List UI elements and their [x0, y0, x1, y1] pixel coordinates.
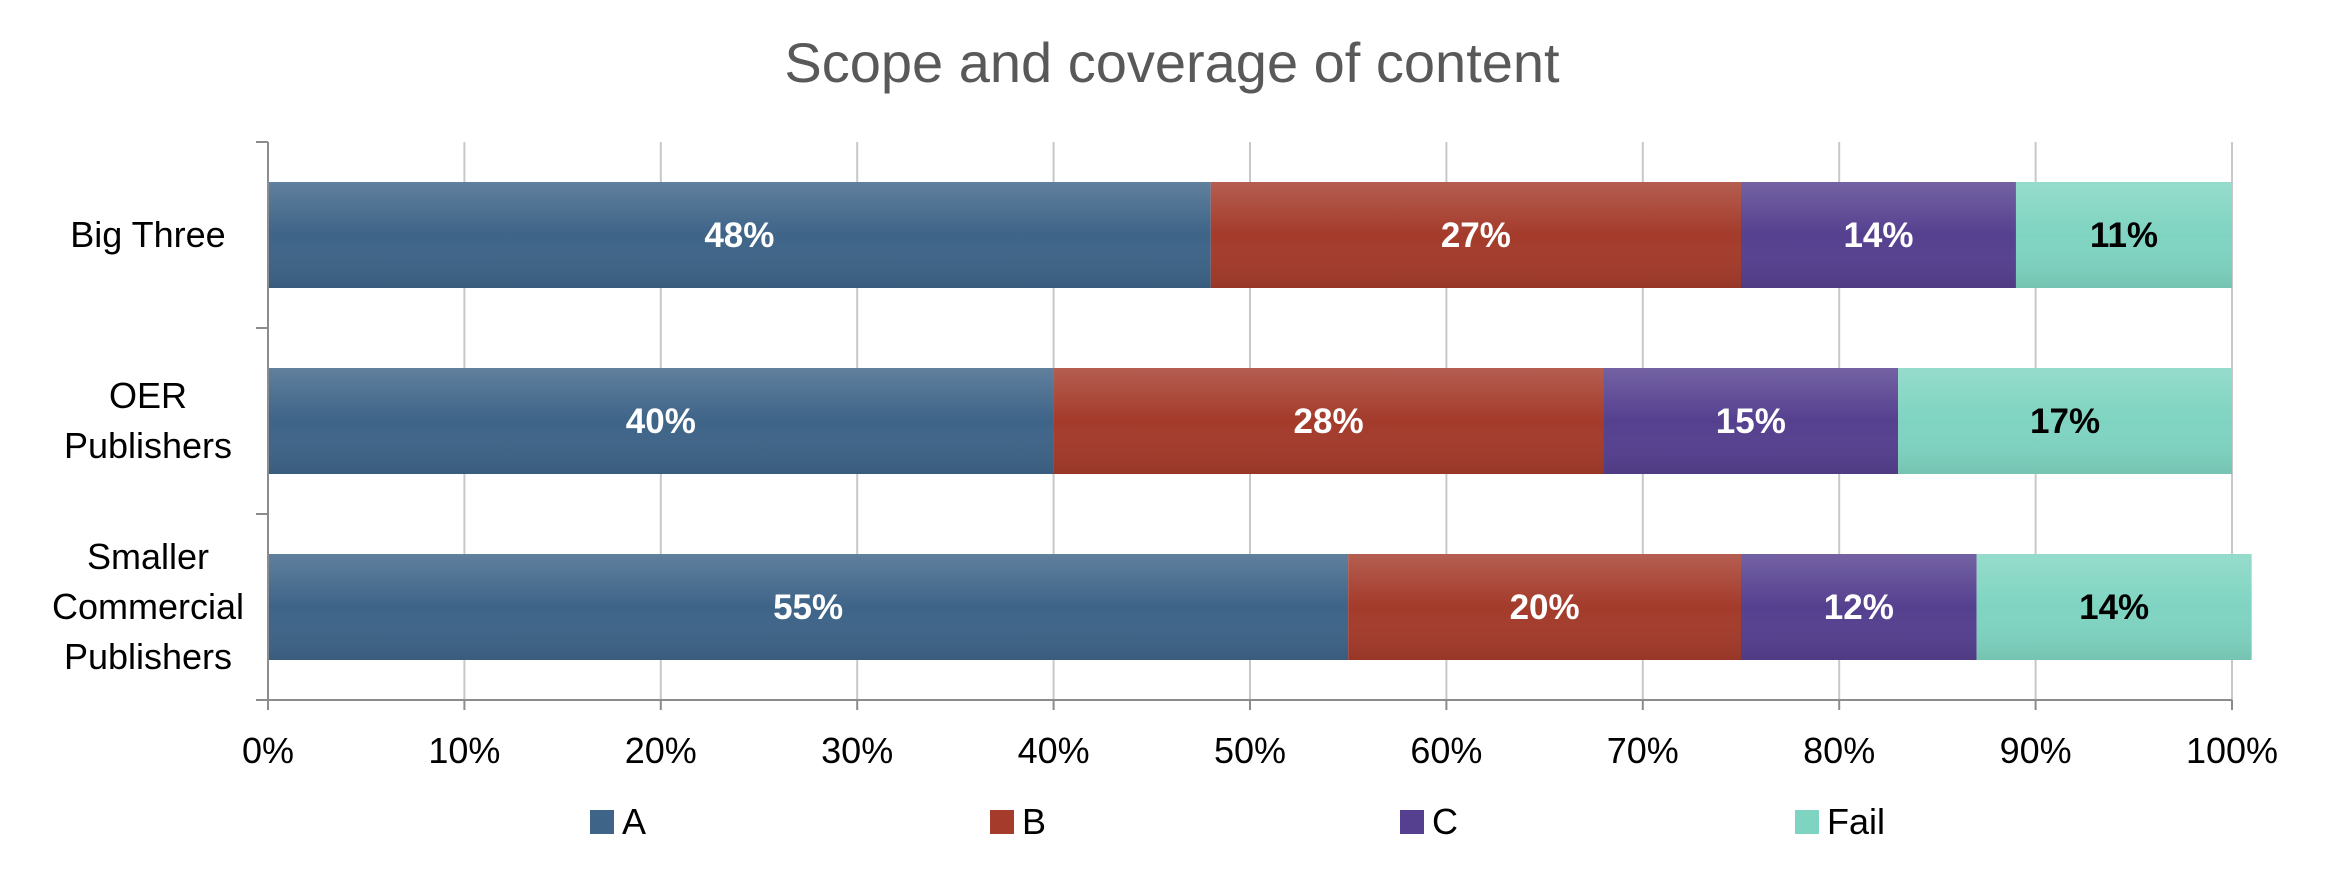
- data-label: 27%: [1441, 216, 1511, 255]
- legend-swatch-a: [590, 810, 614, 834]
- legend-swatch-c: [1400, 810, 1424, 834]
- data-label: 11%: [2090, 216, 2158, 255]
- category-label: Big Three: [70, 214, 225, 255]
- x-tick-label: 100%: [2186, 730, 2278, 771]
- legend-label: B: [1022, 801, 1046, 842]
- category-label-line: Publishers: [64, 636, 232, 677]
- chart-title: Scope and coverage of content: [784, 31, 1560, 94]
- bar-segment-shade: [1898, 368, 2232, 474]
- data-label: 48%: [704, 216, 774, 255]
- x-tick-label: 60%: [1410, 730, 1482, 771]
- x-tick-label: 70%: [1607, 730, 1679, 771]
- legend-label: C: [1432, 801, 1458, 842]
- x-tick-label: 80%: [1803, 730, 1875, 771]
- legend: A B C Fail: [590, 801, 1885, 842]
- category-label-line: Smaller: [87, 536, 209, 577]
- bar-segment-shade: [1210, 182, 1741, 288]
- axes: 0% 10% 20% 30% 40% 50% 60% 70% 80% 90% 100% Big Thr…: [52, 141, 2278, 771]
- legend-label: Fail: [1827, 801, 1885, 842]
- data-label: 17%: [2030, 402, 2100, 441]
- category-label: Smaller Commercial Publishers: [52, 536, 244, 677]
- bar-segment-shade: [268, 368, 1054, 474]
- data-label: 55%: [773, 588, 843, 627]
- bar-segment-shade: [1053, 368, 1604, 474]
- data-label: 28%: [1294, 402, 1364, 441]
- data-label: 14%: [2079, 588, 2149, 627]
- category-label-line: Commercial: [52, 586, 244, 627]
- bar-segment-shade: [1741, 554, 1977, 660]
- data-labels: 48% 27% 14% 11% 40% 28% 15% 17% 55% 20% 12% 14%: [626, 216, 2158, 627]
- category-label: OER Publishers: [64, 375, 232, 466]
- category-label-line: Publishers: [64, 425, 232, 466]
- bar-segment-shade: [1976, 554, 2252, 660]
- bars: [268, 182, 2252, 660]
- x-tick-label: 50%: [1214, 730, 1286, 771]
- x-tick-label: 0%: [242, 730, 294, 771]
- x-tick-label: 20%: [625, 730, 697, 771]
- x-tick-label: 30%: [821, 730, 893, 771]
- data-label: 40%: [626, 402, 696, 441]
- bar-segment-shade: [1741, 182, 2016, 288]
- category-label-line: OER: [109, 375, 187, 416]
- bar-segment-shade: [268, 182, 1211, 288]
- legend-label: A: [622, 801, 646, 842]
- bar-segment-shade: [2015, 182, 2232, 288]
- legend-swatch-b: [990, 810, 1014, 834]
- bar-segment-shade: [1603, 368, 1899, 474]
- bar-segment-shade: [268, 554, 1349, 660]
- data-label: 14%: [1843, 216, 1913, 255]
- x-tick-label: 10%: [428, 730, 500, 771]
- data-label: 12%: [1824, 588, 1894, 627]
- data-label: 20%: [1510, 588, 1580, 627]
- bar-segment-shade: [1348, 554, 1741, 660]
- data-label: 15%: [1716, 402, 1786, 441]
- x-tick-label: 40%: [1018, 730, 1090, 771]
- x-tick-label: 90%: [2000, 730, 2072, 771]
- legend-swatch-fail: [1795, 810, 1819, 834]
- category-label-line: Big Three: [70, 214, 225, 255]
